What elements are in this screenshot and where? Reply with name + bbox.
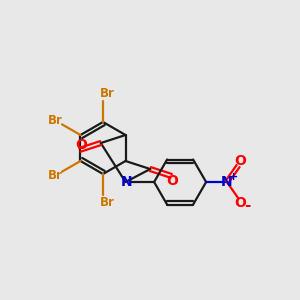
Text: Br: Br xyxy=(100,87,114,100)
Text: O: O xyxy=(234,196,246,210)
Text: O: O xyxy=(234,154,246,168)
Text: Br: Br xyxy=(48,169,62,182)
Text: O: O xyxy=(75,138,87,152)
Text: Br: Br xyxy=(100,196,114,209)
Text: O: O xyxy=(166,174,178,188)
Text: Br: Br xyxy=(48,114,62,127)
Text: N: N xyxy=(221,175,233,189)
Text: -: - xyxy=(244,197,250,212)
Text: +: + xyxy=(229,172,239,182)
Text: N: N xyxy=(121,175,132,189)
